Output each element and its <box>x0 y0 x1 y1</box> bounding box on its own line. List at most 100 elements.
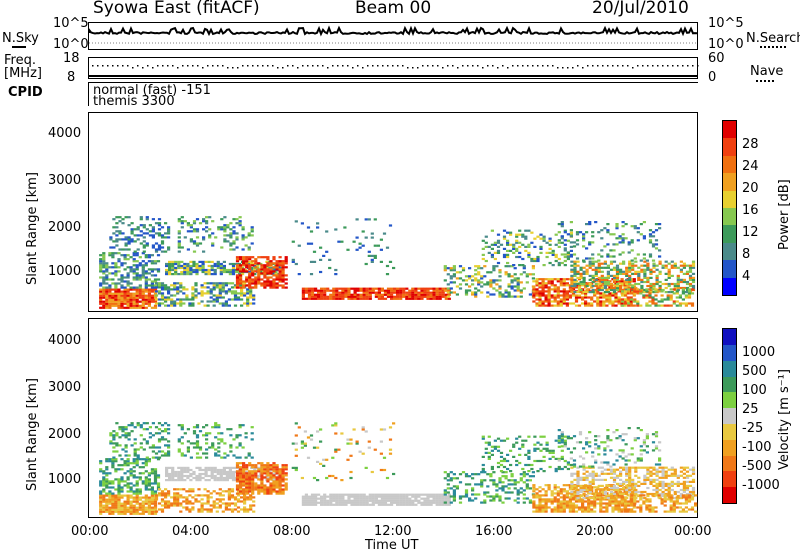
power-cell <box>594 282 598 286</box>
power-cell <box>179 282 183 285</box>
power-cell <box>506 239 510 242</box>
power-cell <box>474 287 478 290</box>
power-cell <box>414 297 418 300</box>
power-cell <box>490 247 494 250</box>
power-cell <box>667 270 671 273</box>
power-cell <box>203 286 207 289</box>
power-cell <box>227 304 231 307</box>
velocity-cell <box>214 436 218 439</box>
velocity-cell <box>173 504 177 507</box>
velocity-cell <box>483 501 487 504</box>
velocity-cell <box>133 450 137 453</box>
velocity-cell <box>132 470 136 473</box>
velocity-cell <box>239 478 243 481</box>
power-cell <box>643 274 647 277</box>
velocity-cell <box>487 443 491 446</box>
power-cell <box>570 260 574 263</box>
power-cell <box>563 229 567 232</box>
power-cell <box>191 292 195 295</box>
power-cell <box>535 284 539 287</box>
power-cell <box>222 264 226 268</box>
power-cell <box>183 266 187 270</box>
power-cell <box>266 284 270 287</box>
velocity-cell <box>314 495 318 498</box>
velocity-cell <box>129 470 133 473</box>
velocity-cell <box>243 506 247 509</box>
velocity-cell <box>501 489 505 492</box>
velocity-cell <box>108 496 112 499</box>
velocity-cell <box>180 470 184 474</box>
velocity-cell <box>144 462 148 465</box>
power-cell <box>446 295 450 298</box>
power-cell <box>449 269 453 272</box>
velocity-cell <box>565 484 569 487</box>
velocity-cell <box>132 500 136 503</box>
power-cell <box>685 288 690 292</box>
velocity-cell <box>108 508 112 511</box>
velocity-cell <box>524 439 528 442</box>
velocity-cell <box>559 496 563 499</box>
power-cell <box>160 302 165 305</box>
velocity-cell <box>435 503 439 506</box>
velocity-cell <box>112 456 116 459</box>
power-cell <box>645 296 649 299</box>
power-cell <box>310 297 315 300</box>
power-cell <box>615 288 620 292</box>
velocity-cell <box>204 479 208 482</box>
power-cell <box>530 259 534 263</box>
velocity-cell <box>496 437 501 440</box>
power-cell <box>153 274 158 277</box>
velocity-cell <box>340 432 344 435</box>
power-cell <box>263 264 267 267</box>
velocity-cell <box>278 472 282 475</box>
velocity-cell <box>565 490 569 493</box>
velocity-cell <box>135 484 139 487</box>
velocity-cell <box>177 438 181 441</box>
velocity-cell <box>464 483 469 486</box>
power-cell <box>643 276 647 279</box>
power-cell <box>687 296 692 299</box>
velocity-cell <box>365 501 369 504</box>
velocity-cell <box>108 502 112 505</box>
power-cell <box>648 292 652 295</box>
power-cell <box>618 235 622 238</box>
power-cell <box>207 268 211 272</box>
velocity-cell <box>141 504 145 507</box>
power-cell <box>606 243 610 246</box>
velocity-cell <box>498 479 502 482</box>
power-cell <box>126 254 130 257</box>
velocity-cell <box>129 500 133 503</box>
velocity-cell <box>220 432 224 435</box>
velocity-cell <box>132 460 136 463</box>
power-cell <box>565 304 569 307</box>
power-cell <box>655 264 659 267</box>
velocity-cell <box>173 496 177 499</box>
power-cell <box>621 304 625 307</box>
velocity-cell <box>477 483 481 486</box>
power-cell <box>443 267 447 270</box>
nave-dot <box>507 67 509 69</box>
power-cell <box>182 286 186 289</box>
velocity-cell <box>522 481 526 484</box>
power-cell <box>666 304 670 307</box>
power-cell <box>250 268 254 272</box>
velocity-cell <box>238 434 242 437</box>
power-cell <box>688 266 693 269</box>
power-cell <box>553 296 557 299</box>
power-cell <box>393 289 397 292</box>
power-cell <box>281 278 285 281</box>
power-cell <box>573 260 577 263</box>
velocity-cell <box>144 488 148 491</box>
power-cell <box>585 264 589 267</box>
nave-dot <box>522 65 524 67</box>
power-cell <box>553 300 557 303</box>
power-cell <box>474 273 478 276</box>
power-cell <box>275 276 279 279</box>
velocity-cell <box>536 441 540 444</box>
power-cell <box>648 288 652 291</box>
power-cell <box>411 287 415 290</box>
power-cell <box>582 278 586 281</box>
velocity-cell <box>230 490 235 493</box>
power-cell <box>356 293 360 296</box>
velocity-cell <box>224 490 228 493</box>
